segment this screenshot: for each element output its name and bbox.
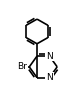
Text: N: N — [46, 73, 53, 82]
Text: N: N — [46, 52, 53, 61]
Text: Br: Br — [17, 62, 27, 71]
